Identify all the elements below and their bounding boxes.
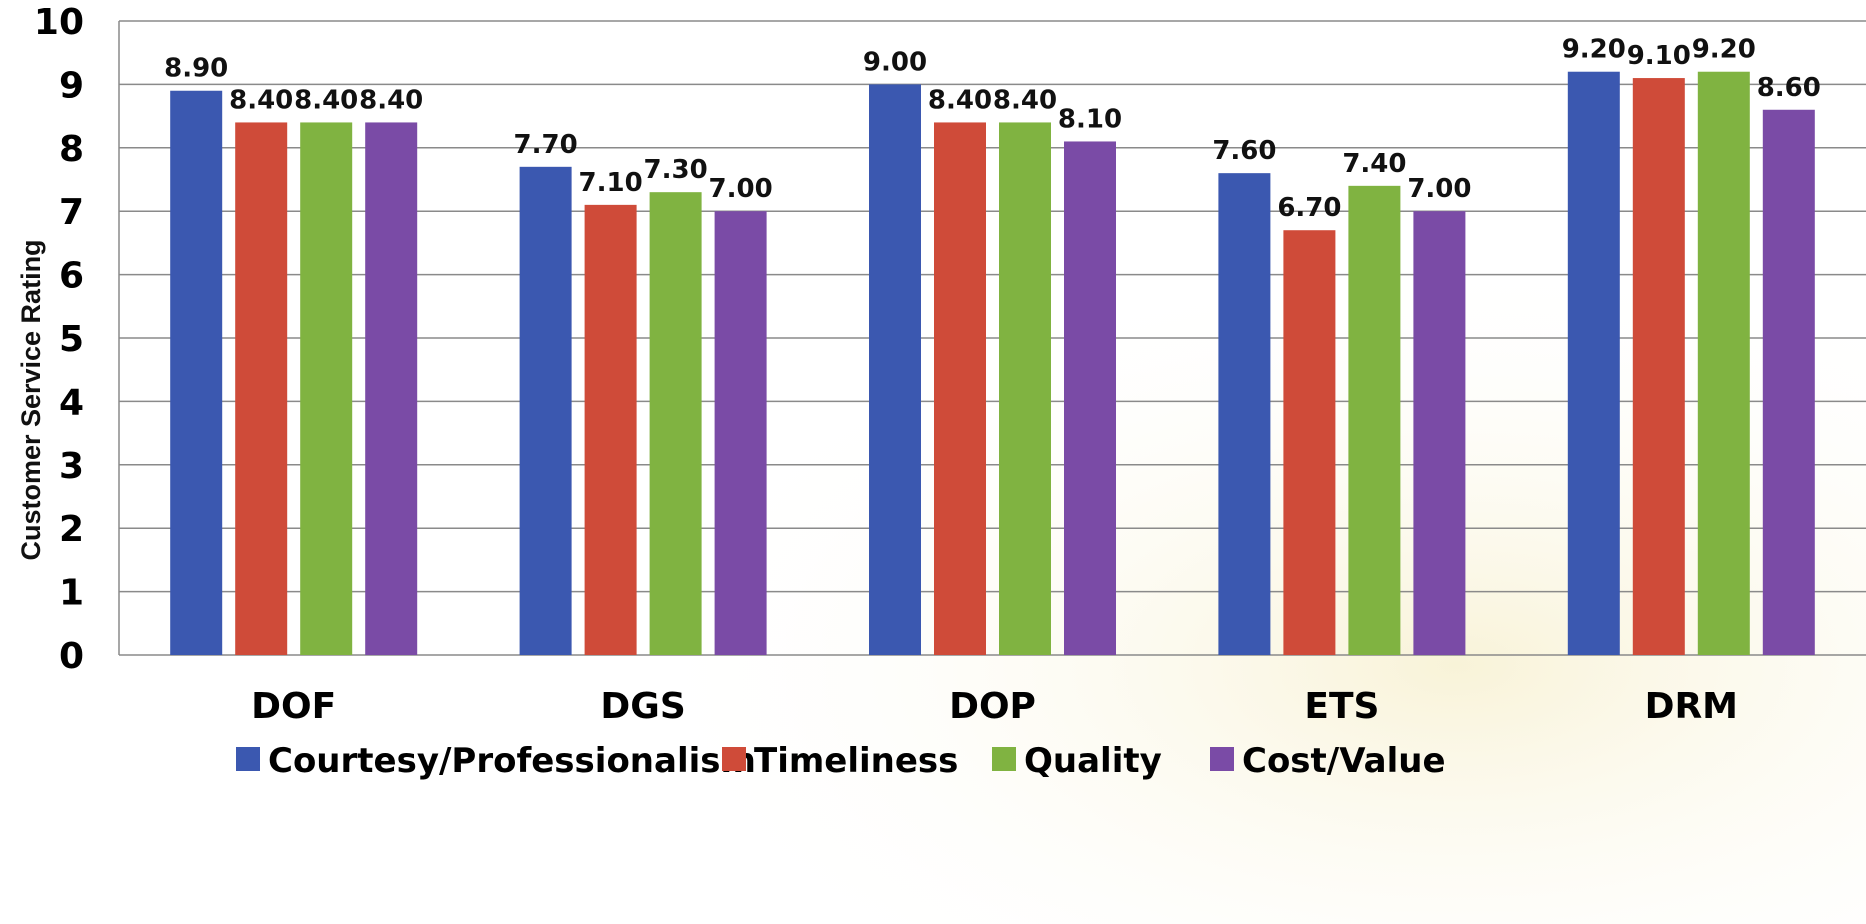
bar (170, 90, 223, 656)
data-label: 7.60 (1212, 136, 1276, 166)
y-tick-label: 9 (59, 65, 84, 106)
data-label: 9.00 (863, 47, 927, 77)
data-label: 8.40 (928, 85, 992, 115)
bar (1218, 173, 1271, 655)
y-tick-label: 10 (34, 2, 84, 43)
data-label: 7.10 (579, 168, 643, 198)
bar (235, 122, 288, 655)
category-label: DOP (949, 686, 1036, 727)
data-label: 6.70 (1277, 193, 1341, 223)
data-label: 7.70 (514, 130, 578, 160)
legend-swatch (236, 747, 260, 771)
y-tick-label: 2 (59, 509, 84, 550)
bar (300, 122, 353, 655)
data-label: 8.60 (1757, 73, 1821, 103)
y-tick-label: 7 (59, 192, 84, 233)
data-label: 7.40 (1342, 149, 1406, 179)
data-labels: 8.908.40 8.40 8.407.707.10 7.307.009.008.40… (164, 35, 1821, 224)
legend-swatch (992, 747, 1016, 771)
data-label: 7.30 (644, 155, 708, 185)
data-label: 9.10 (1627, 41, 1691, 71)
category-labels: DOF DGS DOP ETS DRM (251, 686, 1738, 727)
bar (519, 166, 572, 655)
bar (1413, 211, 1466, 655)
legend-swatch (1210, 747, 1234, 771)
y-tick-labels: 0 1 2 3 4 5 6 7 8 9 10 (34, 2, 84, 677)
bar (869, 84, 921, 655)
bar (1632, 78, 1685, 655)
bar (1567, 71, 1620, 656)
bar (1348, 185, 1401, 655)
data-label: 8.40 (993, 85, 1057, 115)
legend-label: Courtesy/Professionalism (268, 741, 756, 781)
bar (365, 122, 418, 655)
data-label: 8.90 (164, 54, 228, 84)
bar (934, 122, 986, 655)
y-tick-label: 0 (59, 636, 84, 677)
bar (1762, 109, 1815, 655)
category-label: DOF (251, 686, 336, 727)
category-label: DGS (600, 686, 685, 727)
legend-label: Cost/Value (1242, 741, 1446, 781)
bars (170, 71, 1815, 656)
y-tick-label: 5 (59, 319, 84, 360)
bar (1283, 230, 1336, 655)
y-tick-label: 8 (59, 129, 84, 170)
data-label: 8.40 (359, 85, 423, 115)
bar (584, 204, 637, 656)
bar (1064, 141, 1116, 655)
data-label: 7.00 (709, 174, 773, 204)
category-label: ETS (1304, 686, 1379, 727)
bar (1697, 71, 1750, 656)
y-tick-label: 6 (59, 256, 84, 297)
bar (714, 211, 767, 655)
legend-label: Timeliness (754, 741, 958, 781)
data-label: 9.20 (1692, 35, 1756, 65)
data-label: 7.00 (1407, 174, 1471, 204)
category-label: DRM (1645, 686, 1738, 727)
data-label: 8.40 (294, 85, 358, 115)
bar (649, 192, 702, 655)
y-tick-label: 1 (59, 573, 84, 614)
data-label: 8.40 (229, 85, 293, 115)
bar (999, 122, 1051, 655)
y-tick-label: 3 (59, 446, 84, 487)
data-label: 8.10 (1058, 104, 1122, 134)
data-label: 9.20 (1562, 35, 1626, 65)
y-axis-label: Customer Service Rating (16, 239, 46, 560)
legend-swatch (722, 747, 746, 771)
y-tick-label: 4 (59, 382, 84, 423)
legend-label: Quality (1024, 741, 1162, 781)
